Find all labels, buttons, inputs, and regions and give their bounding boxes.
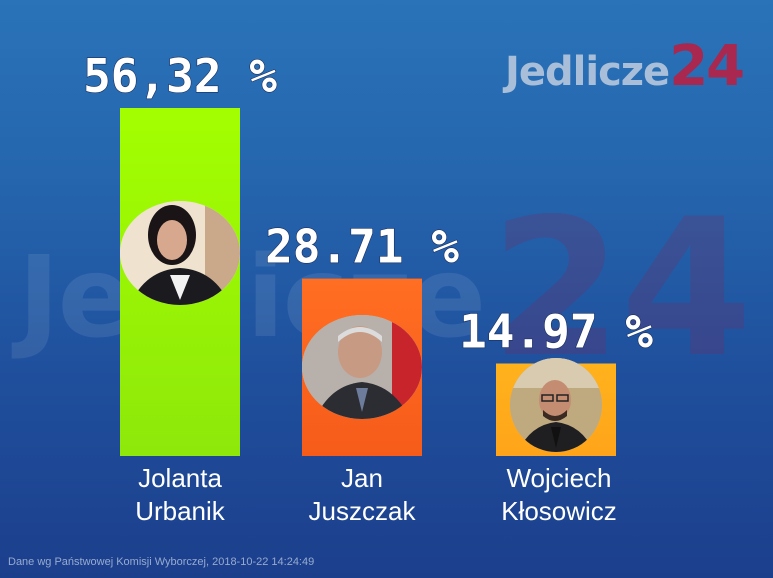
candidate-photo-2 — [510, 358, 602, 452]
category-label-2-line-0: Wojciech — [506, 463, 611, 493]
category-label-1-line-1: Juszczak — [309, 496, 417, 526]
candidate-photo-1 — [302, 315, 422, 419]
logo-word: Jedlicze — [505, 49, 670, 95]
category-label-0-line-1: Urbanik — [135, 496, 226, 526]
candidate-photo-0 — [120, 201, 240, 305]
value-label-1: 28.71 % — [265, 220, 459, 274]
category-label-0-line-0: Jolanta — [138, 463, 222, 493]
logo-number: 24 — [669, 34, 745, 99]
value-label-2: 14.97 % — [459, 305, 653, 359]
category-label-1-line-0: Jan — [341, 463, 383, 493]
category-label-2-line-1: Kłosowicz — [501, 496, 617, 526]
data-source-footer: Dane wg Państwowej Komisji Wyborczej, 20… — [8, 556, 315, 568]
value-label-0: 56,32 % — [83, 49, 277, 103]
logo: Jedlicze24 — [505, 34, 745, 99]
